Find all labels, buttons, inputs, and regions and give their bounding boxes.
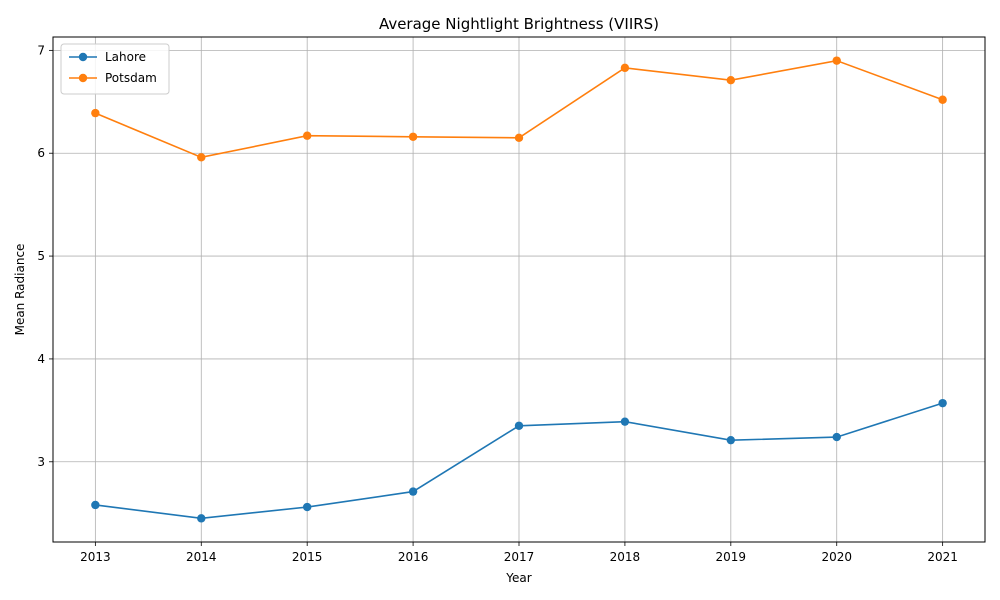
x-tick-label: 2021 [927,550,958,564]
y-tick-label: 6 [37,146,45,160]
legend-marker [78,52,88,62]
grid [53,37,985,542]
legend: Lahore Potsdam [60,43,170,95]
data-point [620,417,630,426]
series-potsdam [91,56,947,162]
y-tick-label: 7 [37,43,45,57]
legend-label: Lahore [105,50,146,64]
x-tick-label: 2015 [292,550,323,564]
data-point [302,502,312,512]
data-point [514,133,524,142]
legend-item-potsdam: Potsdam [69,71,157,85]
data-point [514,421,524,430]
legend-marker [78,73,88,83]
x-tick-label: 2016 [398,550,429,564]
x-axis-label: Year [505,571,531,585]
series-lahore [91,398,947,523]
y-axis-label: Mean Radiance [13,244,27,336]
data-point [408,487,418,496]
chart-title: Average Nightlight Brightness (VIIRS) [379,15,659,33]
data-point [620,63,630,73]
y-tick-label: 3 [37,455,45,469]
data-point [832,56,841,65]
series-layer [91,56,947,523]
data-point [832,432,841,442]
data-point [197,153,206,162]
x-tick-label: 2017 [504,550,535,564]
data-point [938,398,947,408]
y-tick-label: 4 [37,352,45,366]
data-point [197,514,206,523]
x-tick-label: 2013 [80,550,111,564]
data-point [302,131,312,140]
x-tick-label: 2020 [821,550,852,564]
x-tick-label: 2014 [186,550,217,564]
legend-label: Potsdam [105,71,157,85]
axis-ticks: 2013 2014 2015 2016 2017 2018 2019 2020 2021 3 4 5 6… [37,43,958,564]
data-point [91,500,100,510]
legend-item-lahore: Lahore [69,50,146,64]
y-tick-label: 5 [37,249,45,263]
data-point [408,132,418,141]
x-tick-label: 2018 [610,550,641,564]
data-point [938,95,947,104]
data-point [91,108,100,118]
data-point [726,75,736,85]
data-point [726,435,736,445]
x-tick-label: 2019 [716,550,747,564]
